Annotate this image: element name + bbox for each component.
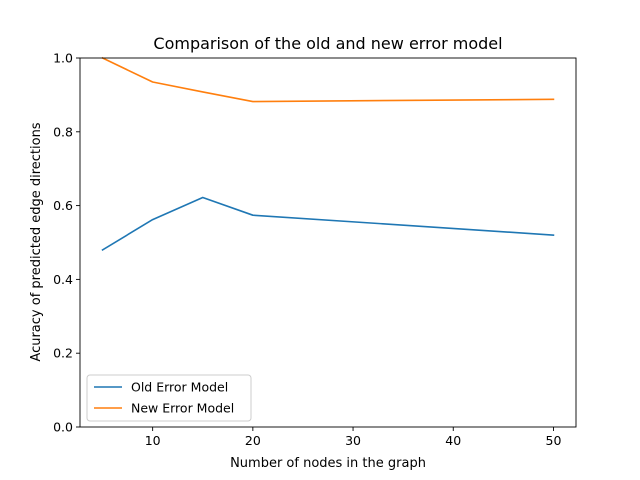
- legend-label-1: New Error Model: [131, 401, 234, 416]
- x-tick-label: 50: [546, 433, 562, 448]
- x-tick-label: 10: [145, 433, 161, 448]
- x-tick-label: 30: [345, 433, 361, 448]
- legend-box: [86, 374, 252, 422]
- chart-title: Comparison of the old and new error mode…: [153, 34, 502, 53]
- x-axis: 10 20 30 40 50: [145, 427, 562, 448]
- plot-area: [79, 56, 577, 428]
- legend-label-0: Old Error Model: [131, 380, 228, 395]
- x-tick-label: 20: [245, 433, 261, 448]
- legend: Old Error Model New Error Model: [86, 374, 252, 422]
- y-tick-label: 0.0: [53, 420, 73, 435]
- y-tick-label: 0.6: [53, 198, 73, 213]
- y-tick-label: 0.2: [53, 346, 73, 361]
- y-tick-label: 0.4: [53, 272, 73, 287]
- series-line-0: [101, 196, 555, 251]
- plot-frame: [79, 57, 577, 428]
- series-line-1: [101, 56, 555, 103]
- x-axis-label: Number of nodes in the graph: [230, 456, 426, 471]
- y-axis-label: Acuracy of predicted edge directions: [29, 122, 44, 361]
- y-axis: 0.0 0.2 0.4 0.6 0.8 1.0: [53, 51, 80, 435]
- x-tick-label: 40: [445, 433, 461, 448]
- y-tick-label: 0.8: [53, 124, 73, 139]
- y-tick-label: 1.0: [53, 51, 73, 66]
